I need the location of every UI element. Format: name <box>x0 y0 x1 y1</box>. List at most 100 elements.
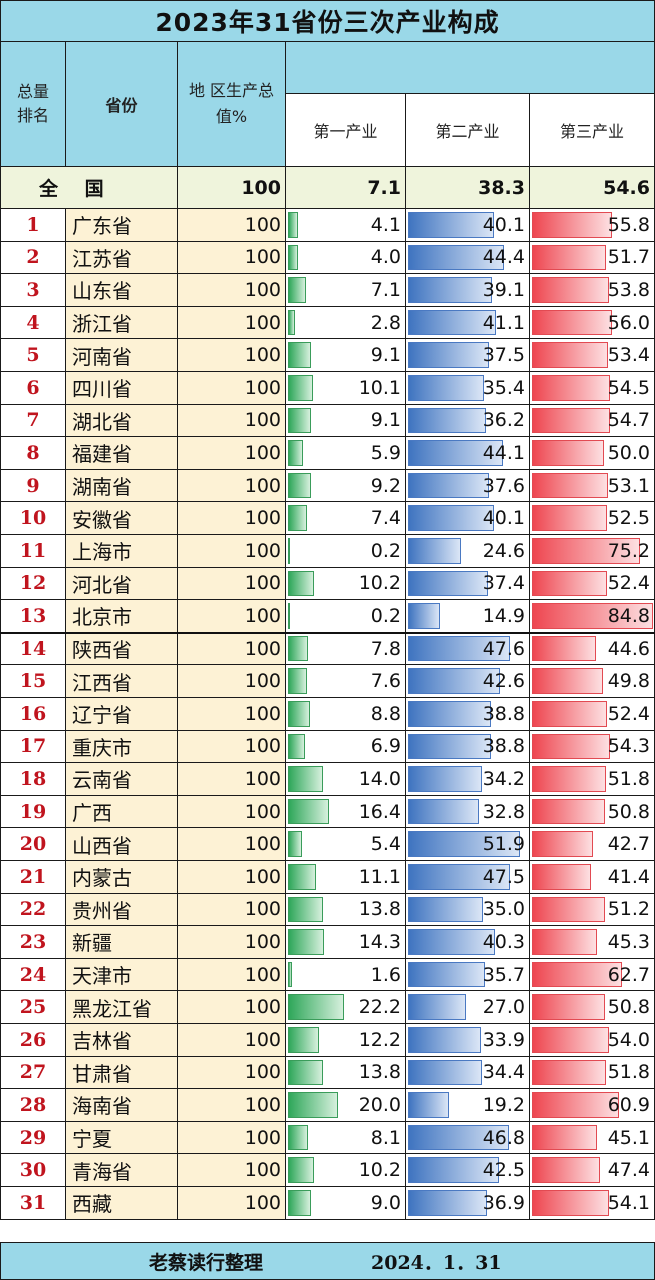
primary-bar <box>288 994 344 1020</box>
gdp-cell: 100 <box>178 339 286 372</box>
secondary-value: 38.8 <box>482 735 525 758</box>
primary-value: 7.8 <box>370 637 401 660</box>
gdp-value: 100 <box>244 344 281 367</box>
gdp-value: 100 <box>244 1126 281 1149</box>
province-value: 西藏 <box>72 1192 112 1217</box>
rank-cell: 17 <box>0 730 66 764</box>
secondary-cell: 44.1 <box>406 437 530 470</box>
province-cell: 上海市 <box>66 535 178 568</box>
rank-value: 9 <box>26 474 40 497</box>
rank-cell: 15 <box>0 665 66 698</box>
gdp-cell: 100 <box>178 372 286 405</box>
province-value: 宁夏 <box>72 1127 112 1152</box>
secondary-bar <box>408 603 440 629</box>
header-primary: 第一产业 <box>286 94 406 167</box>
primary-bar <box>288 1059 323 1086</box>
tertiary-cell: 51.2 <box>530 893 655 927</box>
tertiary-value: 42.7 <box>607 833 650 856</box>
tertiary-value: 54.1 <box>607 1191 650 1214</box>
tertiary-value: 53.8 <box>607 278 650 301</box>
province-value: 江苏省 <box>72 246 132 271</box>
secondary-value: 27.0 <box>482 996 525 1019</box>
primary-bar <box>288 766 323 792</box>
rank-value: 19 <box>19 800 47 823</box>
gdp-value: 100 <box>244 1028 281 1051</box>
gdp-cell: 100 <box>178 730 286 764</box>
secondary-value: 42.6 <box>482 670 525 693</box>
primary-bar <box>288 407 311 434</box>
tertiary-bar <box>532 1092 620 1118</box>
primary-value: 22.2 <box>358 996 401 1019</box>
tertiary-cell: 54.0 <box>530 1024 655 1057</box>
tertiary-cell: 52.4 <box>530 567 655 601</box>
tertiary-cell: 51.8 <box>530 763 655 796</box>
tertiary-cell: 45.3 <box>530 926 655 959</box>
province-cell: 江苏省 <box>66 241 178 275</box>
tertiary-value: 45.1 <box>607 1126 650 1149</box>
rank-cell: 22 <box>0 893 66 927</box>
province-cell: 广东省 <box>66 209 178 242</box>
province-cell: 吉林省 <box>66 1024 178 1057</box>
rank-value: 26 <box>19 1028 47 1051</box>
primary-cell: 9.1 <box>286 339 406 372</box>
secondary-value: 37.6 <box>482 474 525 497</box>
rank-value: 14 <box>19 637 47 660</box>
primary-cell: 20.0 <box>286 1089 406 1122</box>
tertiary-cell: 55.8 <box>530 209 655 242</box>
primary-bar <box>288 1124 309 1151</box>
group-divider <box>0 631 655 634</box>
header-spacer <box>286 42 655 94</box>
secondary-bar <box>408 472 489 499</box>
secondary-cell: 37.6 <box>406 469 530 503</box>
province-cell: 云南省 <box>66 763 178 796</box>
secondary-value: 42.5 <box>482 1159 525 1182</box>
tertiary-cell: 41.4 <box>530 861 655 894</box>
secondary-value: 34.4 <box>482 1061 525 1084</box>
secondary-bar <box>408 440 503 466</box>
primary-bar <box>288 798 329 825</box>
secondary-value: 19.2 <box>482 1093 525 1116</box>
primary-bar <box>288 342 311 368</box>
rank-value: 4 <box>26 311 40 334</box>
national-secondary: 38.3 <box>478 176 525 199</box>
rank-value: 22 <box>19 898 47 921</box>
secondary-cell: 36.2 <box>406 404 530 438</box>
secondary-bar <box>408 375 485 401</box>
primary-cell: 4.1 <box>286 209 406 242</box>
header-rank: 总量排名 <box>0 42 66 167</box>
tertiary-bar <box>532 864 592 890</box>
primary-cell: 14.0 <box>286 763 406 796</box>
province-value: 广西 <box>72 801 112 826</box>
secondary-bar <box>408 309 497 336</box>
rank-value: 29 <box>19 1126 47 1149</box>
primary-value: 16.4 <box>358 800 401 823</box>
secondary-value: 40.1 <box>482 507 525 530</box>
tertiary-value: 41.4 <box>607 865 650 888</box>
rank-cell: 1 <box>0 209 66 242</box>
national-tertiary-cell: 54.6 <box>530 167 655 209</box>
secondary-value: 44.4 <box>482 246 525 269</box>
tertiary-cell: 53.4 <box>530 339 655 372</box>
primary-cell: 10.2 <box>286 1154 406 1187</box>
footer-author: 老蔡读行整理 <box>149 1251 264 1274</box>
secondary-value: 41.1 <box>482 311 525 334</box>
province-value: 四川省 <box>72 377 132 402</box>
tertiary-bar <box>532 472 608 499</box>
gdp-cell: 100 <box>178 1154 286 1187</box>
gdp-value: 100 <box>244 702 281 725</box>
primary-bar <box>288 1190 311 1216</box>
tertiary-value: 54.3 <box>607 735 650 758</box>
rank-cell: 10 <box>0 502 66 535</box>
rank-value: 13 <box>19 604 47 627</box>
tertiary-value: 50.8 <box>607 996 650 1019</box>
secondary-value: 35.7 <box>482 963 525 986</box>
primary-bar <box>288 733 306 760</box>
tertiary-cell: 54.3 <box>530 730 655 764</box>
rank-cell: 24 <box>0 958 66 992</box>
primary-value: 1.6 <box>370 963 401 986</box>
tertiary-bar <box>532 831 594 857</box>
secondary-cell: 39.1 <box>406 274 530 307</box>
national-gdp-cell: 100 <box>178 167 286 209</box>
primary-bar <box>288 440 303 466</box>
gdp-cell: 100 <box>178 209 286 242</box>
